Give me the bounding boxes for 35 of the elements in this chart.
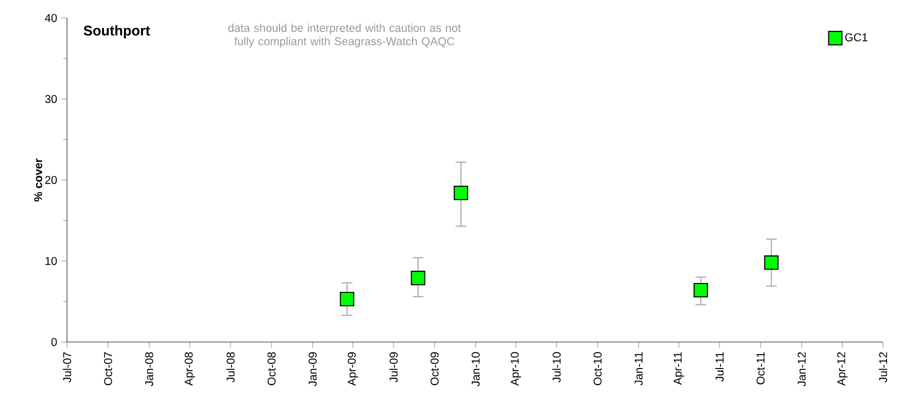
x-tick-label: Jan-11: [634, 352, 643, 386]
y-axis-title: % cover: [34, 158, 42, 202]
x-tick-label: Jan-10: [472, 352, 480, 386]
x-tick-label: Apr-09: [348, 352, 358, 386]
x-tick-label: Jul-12: [878, 352, 888, 382]
x-tick-label: Jan-12: [798, 352, 806, 386]
x-tick-label: Apr-10: [510, 352, 521, 386]
x-tick-label: Oct-08: [268, 352, 276, 386]
x-tick-label: Jul-10: [552, 352, 561, 382]
chart-title: Southport: [84, 25, 150, 38]
point: [694, 282, 708, 298]
legend-label: GC1: [845, 33, 868, 42]
y-tick-label: 20: [45, 176, 57, 184]
point: [764, 255, 779, 270]
y-tick-label: 10: [46, 256, 57, 265]
y-tick-label: 0: [51, 338, 57, 346]
x-tick-label: Jan-08: [145, 352, 154, 386]
annotation: data should be interpreted with caution as not fully compliant with Seagrass-Watch QAQC: [228, 24, 461, 48]
x-tick-label: Jan-09: [308, 352, 317, 386]
x-tick-label: Oct-07: [104, 352, 112, 386]
x-tick-label: Oct-10: [594, 352, 602, 386]
x-tick-label: Jul-11: [715, 352, 724, 382]
x-tick-label: Jul-09: [389, 352, 398, 382]
y-tick-label: 40: [44, 14, 57, 22]
x-tick-label: Apr-11: [674, 352, 684, 385]
point: [410, 270, 426, 286]
x-tick-label: Jul-08: [226, 352, 235, 382]
point: [340, 292, 354, 306]
x-tick-label: Jul-07: [62, 352, 72, 382]
x-tick-label: Oct-09: [430, 352, 439, 386]
point: [454, 186, 468, 200]
x-tick-label: Apr-08: [184, 352, 195, 386]
x-tick-label: Oct-11: [756, 352, 765, 384]
y-tick-label: 30: [45, 94, 57, 103]
x-tick-label: Apr-12: [837, 352, 848, 386]
